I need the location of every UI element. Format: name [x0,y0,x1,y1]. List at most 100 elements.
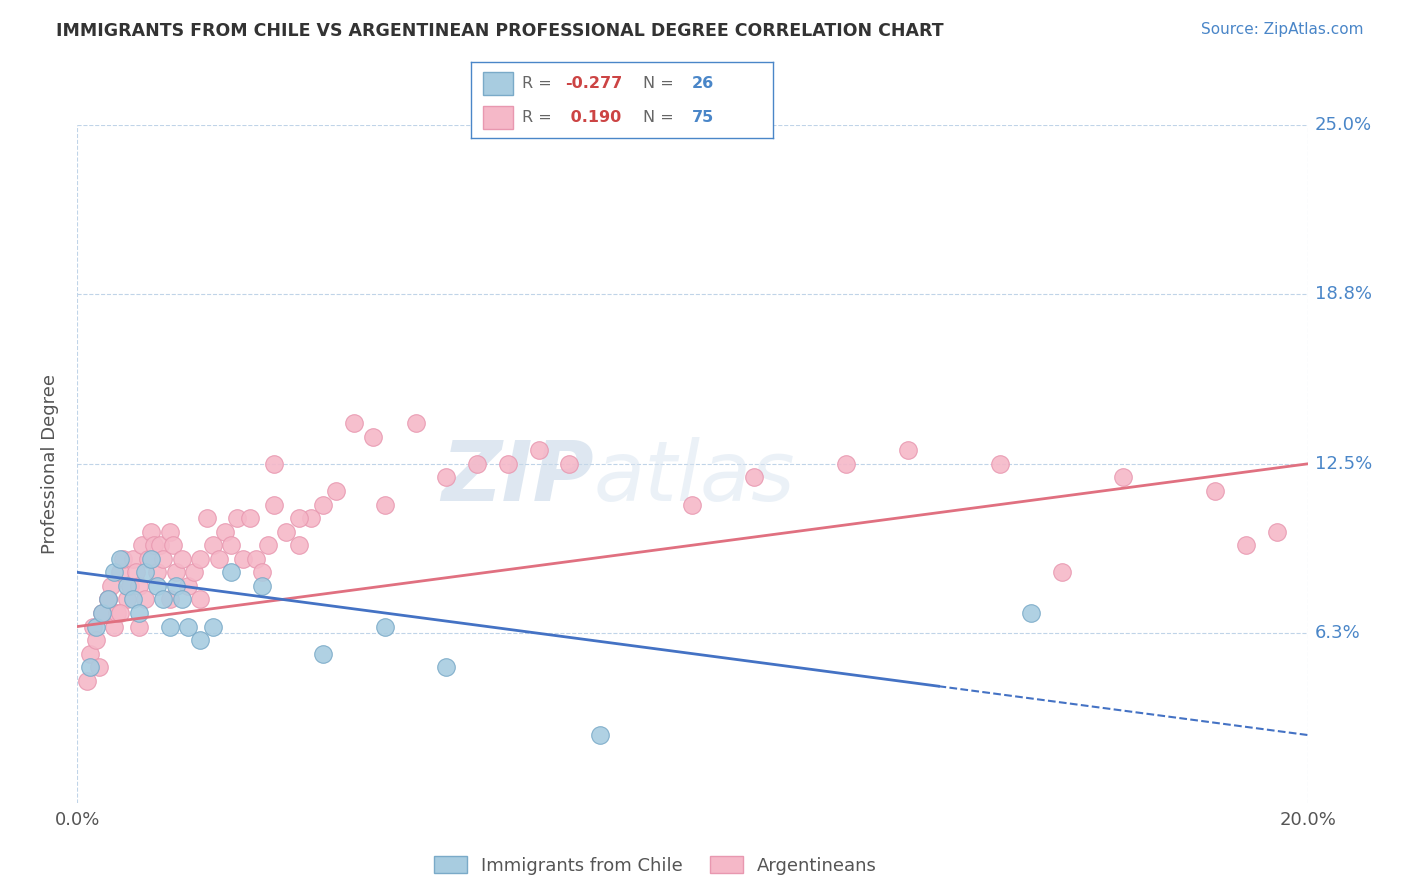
Point [1234,538,1257,552]
Point [79,647,101,661]
Text: R =: R = [523,110,557,125]
Point [299,511,322,525]
Point [118,579,141,593]
Point [100,579,122,593]
Text: 6.3%: 6.3% [1315,624,1361,642]
Point [232,551,254,566]
Point [110,551,132,566]
Point [188,633,212,648]
Bar [484,106,513,129]
Point [188,592,212,607]
Text: Source: ZipAtlas.com: Source: ZipAtlas.com [1201,22,1364,37]
Point [558,457,581,471]
Point [835,457,858,471]
Point [152,592,174,607]
Point [195,511,218,525]
Point [257,538,280,552]
Point [312,647,335,661]
Point [183,566,205,580]
Point [436,660,458,674]
Point [170,551,193,566]
Point [128,606,150,620]
Point [110,566,132,580]
Point [1204,483,1226,498]
Point [146,566,169,580]
Point [105,606,128,620]
Point [496,457,519,471]
Point [90,606,114,620]
Text: N =: N = [644,76,679,91]
Point [103,566,125,580]
Point [152,551,174,566]
Point [159,592,181,607]
Point [90,606,114,620]
Y-axis label: Professional Degree: Professional Degree [41,374,59,554]
Point [245,551,267,566]
Point [84,633,107,648]
Text: 26: 26 [692,76,714,91]
Point [288,538,311,552]
Point [79,660,101,674]
Point [742,470,765,484]
Point [589,728,612,742]
Point [177,579,200,593]
Point [141,551,163,566]
Point [361,430,384,444]
Point [165,566,187,580]
Point [239,511,262,525]
Point [115,579,138,593]
Point [288,511,311,525]
Point [87,660,110,674]
Point [159,524,181,539]
Point [219,538,242,552]
Text: N =: N = [644,110,679,125]
Point [465,457,488,471]
Point [682,498,704,512]
Point [1112,470,1135,484]
Point [226,511,249,525]
Text: ZIP: ZIP [441,437,595,518]
Text: R =: R = [523,76,557,91]
Point [146,579,169,593]
Text: IMMIGRANTS FROM CHILE VS ARGENTINEAN PROFESSIONAL DEGREE CORRELATION CHART: IMMIGRANTS FROM CHILE VS ARGENTINEAN PRO… [56,22,943,40]
Point [219,566,242,580]
Point [112,551,135,566]
Point [1265,524,1288,539]
Point [84,619,107,633]
Point [263,457,285,471]
Point [988,457,1011,471]
Legend: Immigrants from Chile, Argentineans: Immigrants from Chile, Argentineans [427,849,884,882]
Point [263,498,285,512]
Point [97,592,120,607]
Point [177,619,200,633]
Point [134,566,156,580]
Point [110,606,132,620]
Point [208,551,231,566]
Point [128,579,150,593]
Point [76,673,98,688]
Point [325,483,347,498]
Point [250,566,273,580]
Text: 0.190: 0.190 [565,110,621,125]
Point [149,538,172,552]
Point [201,538,224,552]
Point [1019,606,1042,620]
Point [97,592,120,607]
Point [374,498,396,512]
Point [405,416,427,430]
Point [343,416,366,430]
Point [214,524,236,539]
Point [121,592,143,607]
Point [82,619,104,633]
Text: atlas: atlas [595,437,796,518]
Point [165,579,187,593]
Point [897,443,920,458]
Point [1050,566,1073,580]
Point [134,592,156,607]
Point [170,592,193,607]
Point [103,619,125,633]
Point [159,619,181,633]
Point [527,443,550,458]
Point [188,551,212,566]
Point [312,498,335,512]
